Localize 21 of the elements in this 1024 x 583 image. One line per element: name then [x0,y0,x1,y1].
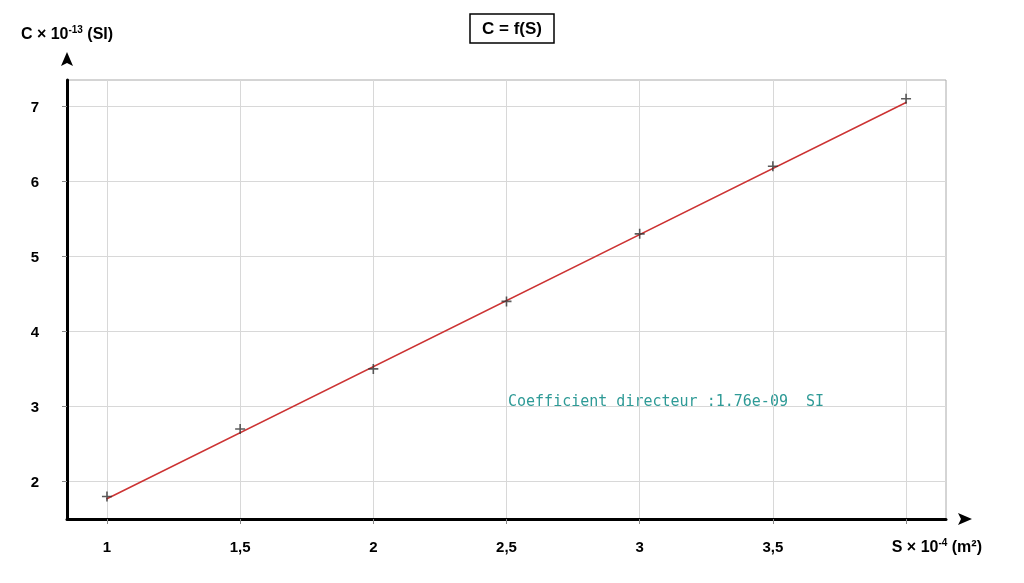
y-tick-label: 5 [30,247,39,265]
chart-title: C = f(S) [482,19,542,38]
y-tick-label: 4 [30,322,40,340]
point [367,363,380,375]
y-tick-label: 2 [30,472,39,490]
y-tick-label: 3 [30,397,39,415]
point [500,295,513,308]
point [101,490,113,503]
x-tick-label: 1,5 [229,538,251,555]
x-tick-label: 2 [369,538,378,555]
y-tick-label: 7 [30,97,39,115]
point [633,228,646,240]
x-tick-label: 2,5 [496,538,517,555]
x-tick-label: 3,5 [762,538,784,555]
x-tick-label: 1 [102,538,112,555]
annotation: Coefficient directeur :1.76e-09 SI [508,391,825,410]
point [767,160,779,173]
y-tick-label: 6 [30,172,39,190]
x-tick-label: 3 [635,538,644,555]
point [900,92,912,105]
point [234,423,246,435]
